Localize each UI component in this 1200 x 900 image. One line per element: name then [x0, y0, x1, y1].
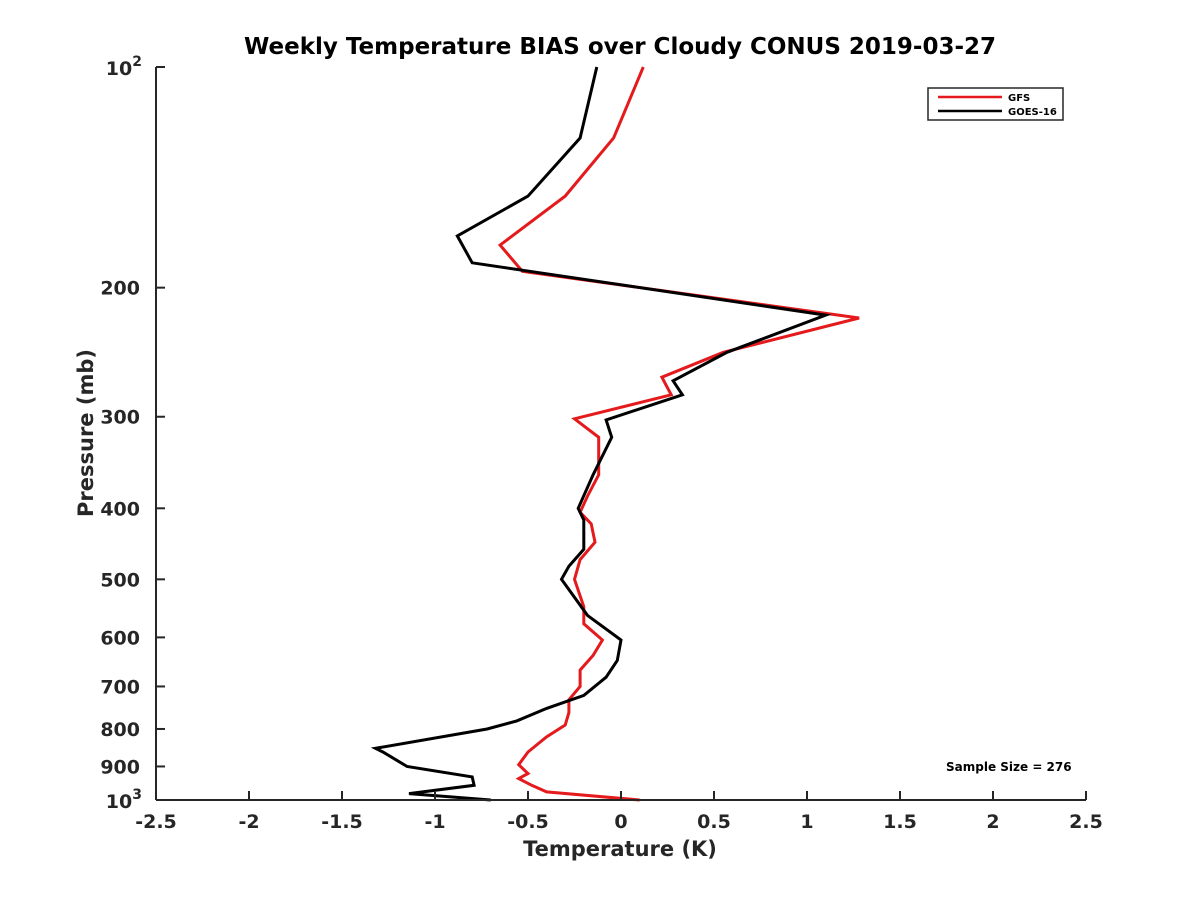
legend-entry-gfs: GFS	[1008, 93, 1030, 104]
x-tick-label: 0.5	[697, 811, 731, 833]
y-tick-label: 900	[100, 756, 140, 778]
x-tick-label: 1.5	[883, 811, 917, 833]
x-tick-label: -2	[238, 811, 259, 833]
y-tick-label-power: 103	[106, 787, 142, 813]
chart-title: Weekly Temperature BIAS over Cloudy CONU…	[244, 34, 996, 60]
x-tick-label: -2.5	[135, 811, 177, 833]
x-axis-ticks: -2.5 -2 -1.5 -1 -0.5 0 0.5 1 1.5 2 2.5	[135, 791, 1103, 833]
y-tick-label: 800	[100, 719, 140, 741]
x-tick-label: 0	[614, 811, 627, 833]
y-tick-label-power: 102	[106, 54, 142, 80]
legend-box	[927, 87, 1064, 121]
x-tick-label: 1	[800, 811, 813, 833]
x-tick-label: -1.5	[321, 811, 363, 833]
y-tick-label: 400	[100, 498, 140, 520]
x-tick-label: -0.5	[507, 811, 549, 833]
y-axis-label: Pressure (mb)	[74, 349, 98, 517]
y-tick-label: 200	[100, 278, 140, 300]
x-tick-label: 2.5	[1069, 811, 1103, 833]
y-tick-label: 300	[100, 407, 140, 429]
y-tick-label: 700	[100, 676, 140, 698]
series-line-1	[370, 66, 832, 802]
series-lines	[370, 66, 860, 802]
y-tick-label: 500	[100, 569, 140, 591]
series-line-0	[497, 66, 860, 802]
legend-entry-goes16: GOES-16	[1008, 107, 1057, 118]
x-tick-label: 2	[986, 811, 999, 833]
x-axis-label: Temperature (K)	[523, 837, 717, 861]
sample-size-annotation: Sample Size = 276	[946, 760, 1072, 774]
y-tick-label: 600	[100, 627, 140, 649]
y-axis-ticks: 200 300 400 500 600 700 800 900 102 103	[100, 54, 165, 813]
x-tick-label: -1	[424, 811, 445, 833]
legend: GFS GOES-16	[927, 87, 1064, 121]
